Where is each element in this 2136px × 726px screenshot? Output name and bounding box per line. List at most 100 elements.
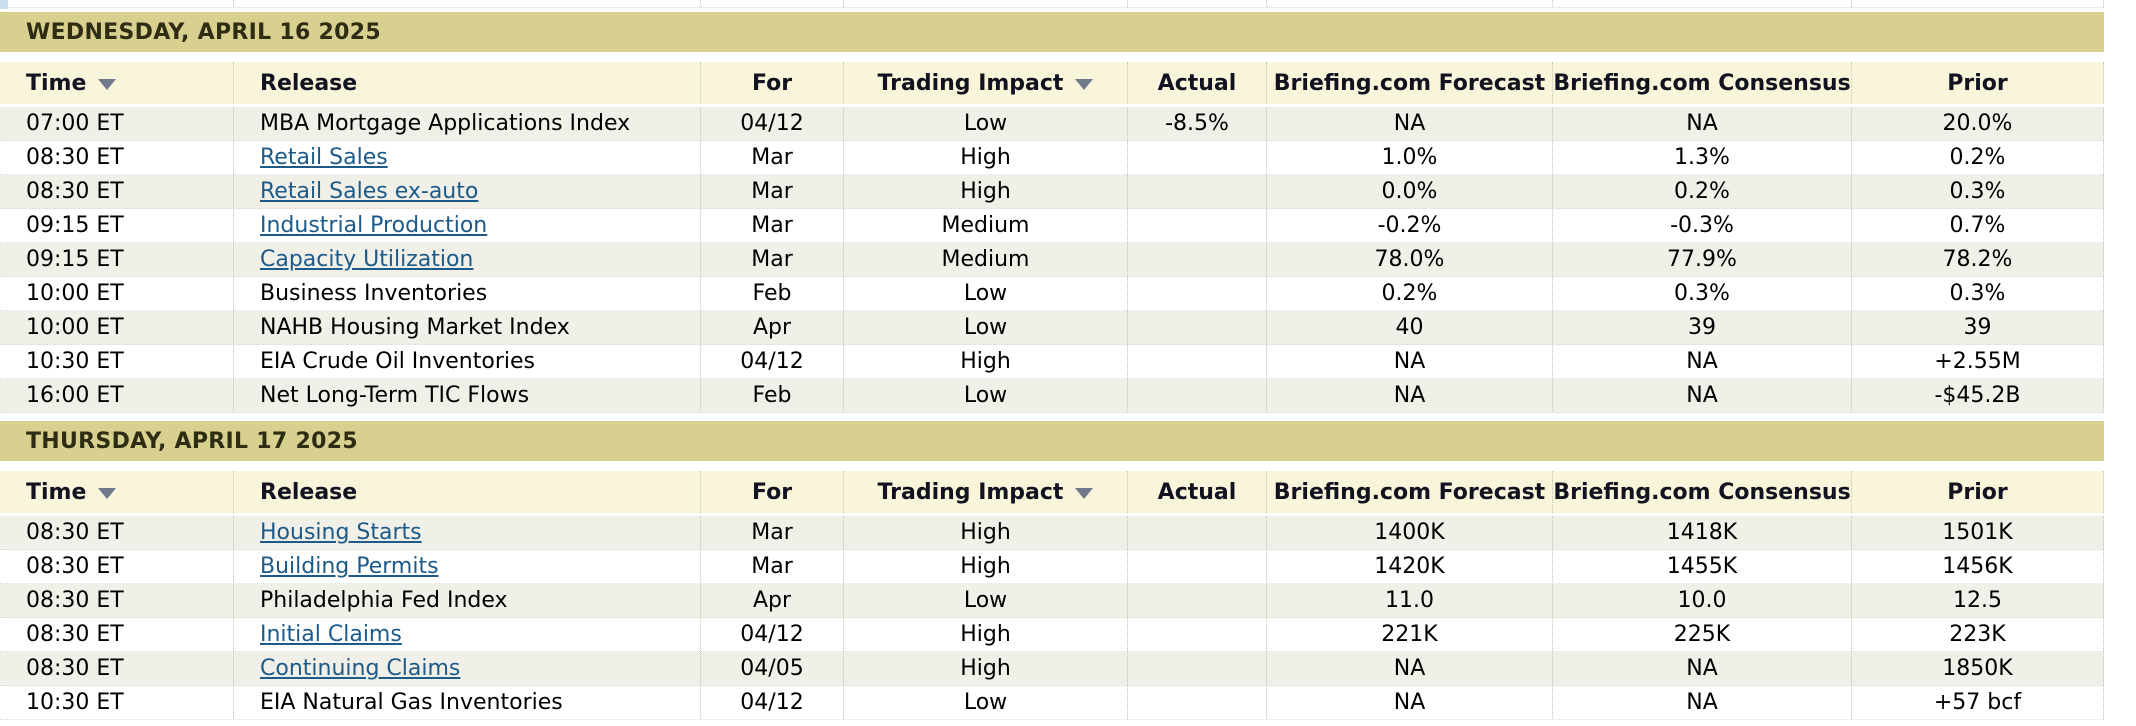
cell-text: 10:30 ET — [26, 349, 124, 374]
cell-text: 16:00 ET — [26, 383, 124, 408]
cell-release: Continuing Claims — [234, 652, 701, 685]
cell-impact: Medium — [844, 209, 1128, 242]
cell-release: Retail Sales ex-auto — [234, 175, 701, 208]
release-link[interactable]: Retail Sales — [260, 145, 388, 170]
cell-prior: 12.5 — [1852, 584, 2104, 617]
release-text: MBA Mortgage Applications Index — [260, 111, 631, 136]
cell-time: 16:00 ET — [0, 379, 234, 412]
cell-consensus: NA — [1553, 686, 1852, 719]
cell-time: 08:30 ET — [0, 652, 234, 685]
column-header-label: Release — [260, 70, 358, 96]
cell-time: 07:00 ET — [0, 107, 234, 140]
column-header-impact[interactable]: Trading Impact — [844, 471, 1128, 513]
column-header-label: Trading Impact — [877, 70, 1064, 96]
release-link[interactable]: Initial Claims — [260, 622, 402, 647]
table-row: 07:00 ET MBA Mortgage Applications Index 0… — [0, 107, 2104, 141]
date-band: WEDNESDAY, APRIL 16 2025 — [0, 12, 2104, 52]
cell-text: 39 — [1688, 315, 1716, 340]
cell-text: 1456K — [1942, 554, 2013, 579]
cell-prior: 0.3% — [1852, 175, 2104, 208]
cell-prior: 1456K — [1852, 550, 2104, 583]
cell-text: 04/12 — [740, 622, 804, 647]
cell-text: 08:30 ET — [26, 656, 124, 681]
column-header-row: Time Release For Trading Impact Actual Briefi… — [0, 62, 2104, 104]
cell-release: EIA Crude Oil Inventories — [234, 345, 701, 378]
cell-text: 1400K — [1374, 520, 1445, 545]
release-link[interactable]: Industrial Production — [260, 213, 488, 238]
cell-text: 0.2% — [1949, 145, 2006, 170]
cell-forecast: -0.2% — [1267, 209, 1553, 242]
cell-impact: Low — [844, 107, 1128, 140]
spacer — [0, 52, 2104, 62]
cell-text: -0.2% — [1377, 213, 1442, 238]
cell-forecast: 221K — [1267, 618, 1553, 651]
cell-text: NA — [1393, 656, 1426, 681]
cell-release: Business Inventories — [234, 277, 701, 310]
cell-for: Feb — [701, 379, 844, 412]
cell-time: 08:30 ET — [0, 141, 234, 174]
column-header-forecast: Briefing.com Forecast — [1267, 62, 1553, 104]
column-header-consensus: Briefing.com Consensus — [1553, 62, 1852, 104]
cell-text: High — [960, 349, 1011, 374]
cell-consensus: 39 — [1553, 311, 1852, 344]
cell-text: Mar — [751, 179, 793, 204]
cell-text: 1418K — [1666, 520, 1738, 545]
partial-row-top — [0, 0, 2104, 8]
cell-time: 09:15 ET — [0, 209, 234, 242]
cell-impact: High — [844, 618, 1128, 651]
column-header-label: Prior — [1947, 479, 2008, 505]
column-header-label: Briefing.com Forecast — [1273, 479, 1546, 505]
cell-text: 0.3% — [1949, 179, 2006, 204]
cell-text: NA — [1686, 111, 1718, 136]
cell-actual — [1128, 345, 1267, 378]
cell-release: NAHB Housing Market Index — [234, 311, 701, 344]
cell-release: Industrial Production — [234, 209, 701, 242]
cell-consensus: NA — [1553, 379, 1852, 412]
cell-for: Mar — [701, 141, 844, 174]
cell-release: Capacity Utilization — [234, 243, 701, 276]
cell-text: Feb — [752, 281, 792, 306]
cell-release: Housing Starts — [234, 516, 701, 549]
cell-consensus: 225K — [1553, 618, 1852, 651]
economic-calendar-table: WEDNESDAY, APRIL 16 2025 Time Release For Tr… — [0, 0, 2104, 720]
column-header-time[interactable]: Time — [0, 471, 234, 513]
cell-text: High — [960, 554, 1011, 579]
cell-impact: High — [844, 516, 1128, 549]
cell-prior: 0.7% — [1852, 209, 2104, 242]
cell-text: 1501K — [1942, 520, 2013, 545]
cell-actual — [1128, 652, 1267, 685]
release-link[interactable]: Capacity Utilization — [260, 247, 474, 272]
cell-release — [234, 0, 701, 7]
cell-consensus: -0.3% — [1553, 209, 1852, 242]
release-link[interactable]: Retail Sales ex-auto — [260, 179, 479, 204]
table-row: 10:00 ET Business Inventories Feb Low 0.2% 0.… — [0, 277, 2104, 311]
cell-forecast: 40 — [1267, 311, 1553, 344]
cell-for — [701, 0, 844, 7]
cell-impact: High — [844, 345, 1128, 378]
cell-text: 0.3% — [1674, 281, 1730, 306]
cell-impact: High — [844, 141, 1128, 174]
column-header-label: Briefing.com Consensus — [1553, 70, 1851, 96]
cell-text: 78.2% — [1942, 247, 2013, 272]
cell-actual — [1128, 243, 1267, 276]
page-edge-fragment — [0, 0, 8, 9]
cell-actual — [1128, 277, 1267, 310]
column-header-impact[interactable]: Trading Impact — [844, 62, 1128, 104]
release-link[interactable]: Continuing Claims — [260, 656, 461, 681]
cell-text: Low — [963, 281, 1008, 306]
cell-actual — [1128, 141, 1267, 174]
cell-time: 09:15 ET — [0, 243, 234, 276]
cell-text: 0.2% — [1674, 179, 1730, 204]
cell-release: Retail Sales — [234, 141, 701, 174]
cell-text: High — [960, 145, 1011, 170]
column-header-time[interactable]: Time — [0, 62, 234, 104]
release-link[interactable]: Housing Starts — [260, 520, 422, 545]
cell-text: 0.2% — [1381, 281, 1438, 306]
cell-text: 39 — [1963, 315, 1992, 340]
cell-for: 04/05 — [701, 652, 844, 685]
cell-text: NA — [1686, 656, 1718, 681]
cell-prior: 20.0% — [1852, 107, 2104, 140]
cell-prior: 78.2% — [1852, 243, 2104, 276]
release-link[interactable]: Building Permits — [260, 554, 439, 579]
column-header-prior: Prior — [1852, 471, 2104, 513]
